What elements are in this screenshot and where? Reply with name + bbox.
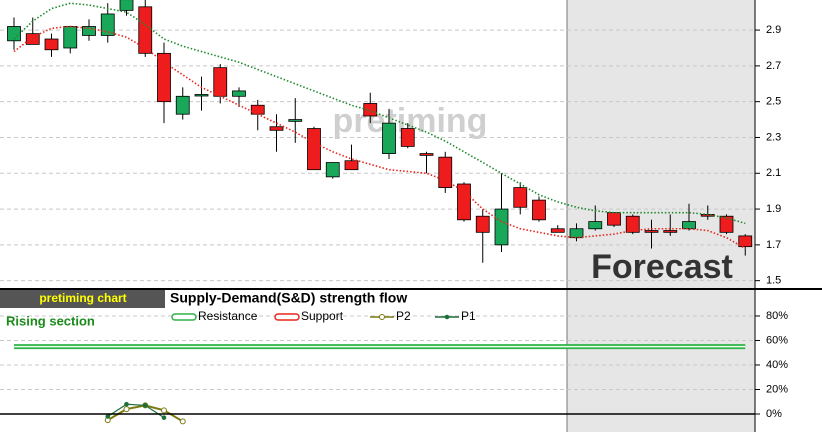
candle-body (719, 215, 734, 233)
candle-body (232, 90, 246, 97)
trend-line (13, 25, 746, 250)
chart-title: Supply-Demand(S&D) strength flow (170, 290, 407, 306)
candle-body (682, 221, 696, 230)
candle-body (569, 228, 584, 239)
candle-body (25, 33, 40, 45)
legend-label: P2 (396, 309, 411, 323)
y-tick-label: 2.7 (766, 60, 781, 72)
y-tick-label: 2.3 (766, 131, 781, 143)
candle-body (438, 156, 453, 188)
candle-body (644, 230, 659, 233)
series-point (124, 401, 129, 407)
candle-body (325, 162, 340, 178)
candle-body (269, 126, 284, 131)
candle-body (307, 128, 321, 171)
candle-body (138, 6, 153, 54)
y-tick-label: 40% (766, 359, 788, 371)
candle-body (213, 67, 228, 97)
trend-line (13, 2, 746, 225)
series-line (107, 403, 165, 419)
candle-body (44, 38, 59, 51)
legend-swatch (274, 313, 300, 321)
candle-body (550, 228, 565, 233)
candle-body (382, 122, 396, 154)
candle-body (607, 212, 621, 226)
candle-body (532, 199, 546, 221)
candle-body (175, 95, 190, 115)
y-tick-label: 1.7 (766, 239, 781, 251)
y-tick-label: 0% (766, 408, 782, 420)
candle-body (400, 128, 415, 147)
y-tick-label: 2.5 (766, 96, 781, 108)
series-point (161, 407, 167, 414)
candle-body (513, 187, 528, 208)
label-box (0, 290, 165, 308)
candle-body (194, 94, 209, 97)
y-tick-label: 1.5 (766, 275, 781, 287)
annotation: Rising section (6, 313, 95, 328)
candle-body (494, 208, 509, 246)
legend-swatch (444, 314, 450, 320)
candle-body (363, 103, 378, 117)
candle-body (250, 104, 265, 115)
price-plot (7, 0, 753, 263)
legend-label: Resistance (198, 309, 258, 323)
series-point (179, 418, 186, 425)
candle-body (419, 153, 434, 156)
candle-body (100, 13, 115, 36)
candle-body (663, 230, 678, 233)
series-point (123, 406, 130, 413)
axes: 1.5 1.7 1.9 2.1 2.3 2.5 2.7 2.9 0% 20% 40% 60% 80% (0, 24, 788, 420)
candle-body (119, 0, 134, 11)
candle-body (738, 235, 753, 248)
y-tick-label: 2.1 (766, 167, 781, 179)
candle-body (457, 183, 471, 221)
y-tick-label: 60% (766, 334, 788, 346)
candle-body (588, 221, 603, 230)
legend-swatch (171, 313, 197, 321)
candle-body (157, 52, 171, 103)
candle-body (82, 26, 96, 36)
y-tick-label: 1.9 (766, 203, 781, 215)
candle-body (288, 119, 303, 122)
series-point (142, 403, 148, 408)
legend-label: P1 (461, 309, 476, 323)
y-tick-label: 2.9 (766, 24, 781, 36)
candle-body (344, 160, 359, 171)
series-point (105, 414, 111, 419)
candle-body (625, 215, 640, 233)
legend-label: Support (301, 309, 344, 323)
candle-body (475, 215, 490, 233)
y-tick-label: 80% (766, 310, 788, 322)
series-point (161, 415, 167, 420)
y-tick-label: 20% (766, 383, 788, 395)
chart-label: pretiming chart (39, 291, 126, 305)
candle-body (63, 26, 78, 49)
legend-swatch (379, 314, 385, 320)
legend: Resistance Support P2 P1 (171, 309, 476, 323)
forecast-label: Forecast (591, 248, 733, 286)
